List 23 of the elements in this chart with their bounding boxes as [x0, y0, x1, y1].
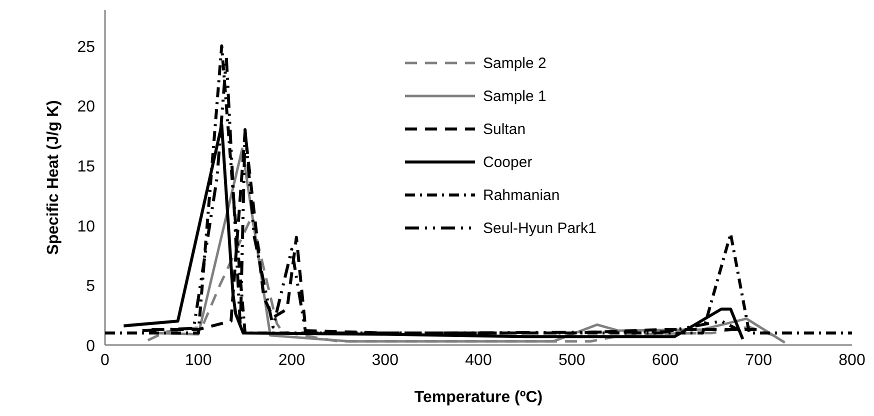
y-tick-label: 25 — [77, 38, 96, 56]
legend-label: Sample 1 — [483, 88, 546, 105]
y-tick-label: 10 — [77, 218, 96, 236]
legend-label: Sample 2 — [483, 55, 546, 72]
x-tick-label: 400 — [465, 352, 492, 369]
x-tick-label: 600 — [652, 352, 679, 369]
y-tick-label: 15 — [77, 158, 96, 176]
x-tick-label: 500 — [558, 352, 586, 369]
y-tick-label: 20 — [77, 98, 96, 116]
x-tick-label: 800 — [838, 352, 866, 369]
y-axis-title: Specific Heat (J/g K) — [45, 100, 62, 255]
x-axis-title: Temperature (ºC) — [414, 389, 543, 406]
x-tick-label: 700 — [745, 352, 772, 369]
y-tick-label: 0 — [86, 338, 96, 355]
legend-label: Rahmanian — [483, 187, 560, 204]
x-tick-label: 300 — [372, 352, 399, 369]
legend-label: Cooper — [483, 154, 532, 171]
x-tick-label: 0 — [100, 352, 110, 369]
y-tick-label: 5 — [86, 278, 96, 296]
legend-label: Sultan — [483, 121, 526, 138]
x-tick-label: 100 — [185, 352, 212, 369]
x-tick-label: 200 — [278, 352, 306, 369]
legend-label: Seul-Hyun Park1 — [483, 220, 596, 237]
